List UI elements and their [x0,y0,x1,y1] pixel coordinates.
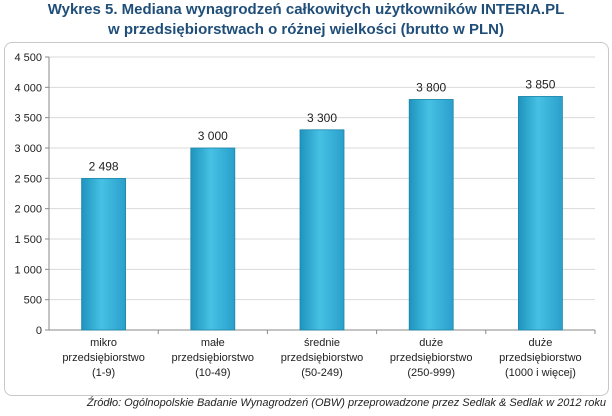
x-category-label: przedsiębiorstwo [499,352,582,364]
bar [408,99,454,331]
y-tick-label: 3 500 [14,113,42,125]
y-tick-label: 3 000 [14,143,42,155]
data-label: 3 300 [307,111,337,125]
y-tick-label: 2 500 [14,173,42,185]
x-category-label: średnie [304,337,340,349]
labels: 0 500 1 000 1 500 2 000 2 500 3 000 3 500 4 000 4… [14,52,581,379]
y-tick-label: 0 [36,325,42,337]
source-note: Źródło: Ogólnopolskie Badanie Wynagrodze… [86,397,606,409]
x-category-label: przedsiębiorstwo [172,352,255,364]
y-tick-label: 4 000 [14,82,42,94]
x-category-label: przedsiębiorstwo [62,352,145,364]
data-label: 3 850 [525,77,555,91]
bar-chart: 0 500 1 000 1 500 2 000 2 500 3 000 3 500 4 000 4… [14,52,596,379]
bar [299,129,345,331]
bar [518,96,563,331]
x-category-label: mikro [90,337,117,349]
bars [81,96,563,331]
data-label: 3 000 [198,129,228,143]
chart-title-line-1: Wykres 5. Mediana wynagrodzeń całkowityc… [47,1,565,18]
chart-frame: 0 500 1 000 1 500 2 000 2 500 3 000 3 500 4 000 4… [4,42,609,396]
x-category-label: duże [528,337,552,349]
x-category-label: przedsiębiorstwo [390,352,473,364]
x-category-label: przedsiębiorstwo [281,352,364,364]
bar [81,178,126,331]
x-category-label: (1-9) [92,367,115,379]
x-category-label: (10-49) [195,367,230,379]
bar [190,147,236,331]
x-category-label: małe [201,337,225,349]
data-label: 3 800 [416,80,446,94]
chart-title-line-2: w przedsiębiorstwach o różnej wielkości … [108,21,504,38]
x-category-label: (250-999) [407,367,455,379]
y-tick-label: 1 500 [14,234,42,246]
y-tick-label: 500 [24,295,42,307]
y-tick-label: 1 000 [14,264,42,276]
data-label: 2 498 [89,159,119,173]
x-category-label: (50-249) [301,367,343,379]
y-tick-label: 2 000 [14,204,42,216]
x-category-label: duże [419,337,443,349]
x-category-label: (1000 i więcej) [505,367,576,379]
y-tick-label: 4 500 [14,52,42,64]
